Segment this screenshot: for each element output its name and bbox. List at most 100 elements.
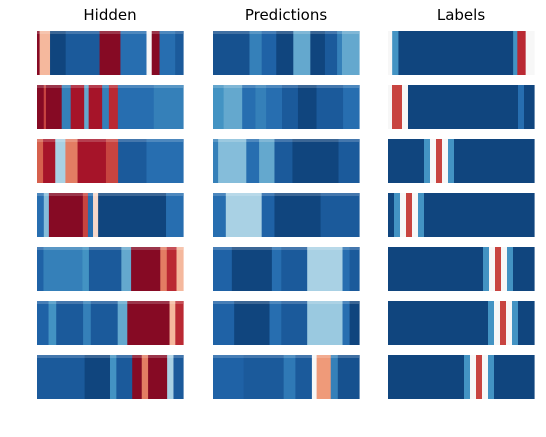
heatmap-cell	[507, 247, 514, 291]
heatmap-cell	[153, 85, 184, 129]
heatmap-cell	[388, 31, 393, 75]
heatmap-cell	[343, 85, 360, 129]
heatmap-cell	[489, 247, 496, 291]
heatmap-cell	[43, 85, 47, 129]
heatmap-cell	[310, 31, 326, 75]
heatmap-cell	[175, 31, 184, 75]
heatmap-cell	[43, 247, 84, 291]
heatmap-cell	[50, 31, 67, 75]
heatmap-cell	[400, 193, 407, 237]
panel-predictions-2	[213, 85, 360, 129]
heatmap-cell	[342, 301, 351, 345]
panel-top-strip	[213, 247, 359, 250]
heatmap-cell	[388, 85, 393, 129]
panel-labels-4	[388, 193, 535, 237]
heatmap-cell	[102, 85, 110, 129]
heatmap-cell	[243, 355, 285, 399]
panel-hidden-1	[37, 31, 184, 75]
heatmap-cell	[37, 355, 86, 399]
panel-predictions-4	[213, 193, 360, 237]
heatmap-cell	[402, 85, 409, 129]
heatmap-cell	[39, 31, 51, 75]
heatmap-cell	[517, 31, 527, 75]
heatmap-cell	[476, 355, 483, 399]
heatmap-cell	[392, 85, 403, 129]
heatmap-cell	[311, 355, 318, 399]
heatmap-cell	[166, 193, 184, 237]
heatmap-cell	[231, 247, 273, 291]
heatmap-cell	[464, 355, 471, 399]
heatmap-cell	[213, 31, 251, 75]
panel-labels-7	[388, 355, 535, 399]
panel-labels-1	[388, 31, 535, 75]
heatmap-cell	[293, 31, 311, 75]
heatmap-cell	[83, 301, 92, 345]
heatmap-cell	[349, 247, 360, 291]
heatmap-cell	[70, 85, 85, 129]
heatmap-cell	[166, 247, 178, 291]
panel-top-strip	[213, 31, 359, 34]
heatmap-cell	[307, 247, 344, 291]
heatmap-cell	[213, 247, 233, 291]
panel-top-strip	[213, 139, 359, 142]
heatmap-cell	[37, 85, 45, 129]
heatmap-cell	[213, 139, 219, 183]
heatmap-cell	[292, 139, 340, 183]
heatmap-cell	[495, 247, 502, 291]
heatmap-cell	[84, 85, 90, 129]
heatmap-cell	[93, 193, 99, 237]
heatmap-cell	[218, 139, 247, 183]
heatmap-cell	[148, 355, 168, 399]
heatmap-cell	[470, 355, 477, 399]
column-title-hidden: Hidden	[83, 6, 137, 24]
panel-labels-3	[388, 139, 535, 183]
heatmap-cell	[117, 301, 128, 345]
heatmap-cell	[105, 139, 119, 183]
heatmap-cell	[276, 31, 294, 75]
heatmap-cell	[88, 85, 103, 129]
heatmap-cell	[341, 31, 360, 75]
heatmap-cell	[512, 301, 519, 345]
heatmap-cell	[213, 193, 227, 237]
heatmap-cell	[121, 247, 132, 291]
heatmap-cell	[506, 301, 513, 345]
heatmap-cell	[234, 301, 271, 345]
heatmap-cell	[483, 247, 490, 291]
heatmap-cell	[388, 139, 425, 183]
heatmap-cell	[295, 355, 313, 399]
heatmap-cell	[320, 193, 360, 237]
heatmap-cell	[388, 301, 489, 345]
heatmap-cell	[430, 139, 437, 183]
heatmap-cell	[43, 193, 50, 237]
heatmap-cell	[87, 193, 94, 237]
heatmap-cell	[213, 355, 245, 399]
panel-predictions-5	[213, 247, 360, 291]
panel-top-strip	[37, 193, 183, 196]
heatmap-cell	[269, 301, 282, 345]
panel-top-strip	[37, 355, 183, 358]
heatmap-cell	[518, 85, 525, 129]
heatmap-cell	[131, 247, 161, 291]
heatmap-cell	[261, 31, 277, 75]
heatmap-cell	[259, 139, 276, 183]
panel-top-strip	[37, 31, 183, 34]
heatmap-cell	[175, 301, 184, 345]
panel-hidden-7	[37, 355, 184, 399]
heatmap-cell	[282, 85, 299, 129]
heatmap-cell	[324, 31, 338, 75]
panel-top-strip	[213, 193, 359, 196]
heatmap-cell	[266, 85, 283, 129]
heatmap-cell	[316, 85, 344, 129]
heatmap-cell	[525, 31, 535, 75]
heatmap-cell	[127, 301, 171, 345]
heatmap-cell	[337, 31, 343, 75]
heatmap-cell	[281, 247, 308, 291]
heatmap-cell	[88, 247, 122, 291]
heatmap-cell	[524, 85, 535, 129]
heatmap-cell	[160, 247, 168, 291]
heatmap-cell	[338, 139, 360, 183]
panel-labels-5	[388, 247, 535, 291]
panel-top-strip	[213, 85, 359, 88]
